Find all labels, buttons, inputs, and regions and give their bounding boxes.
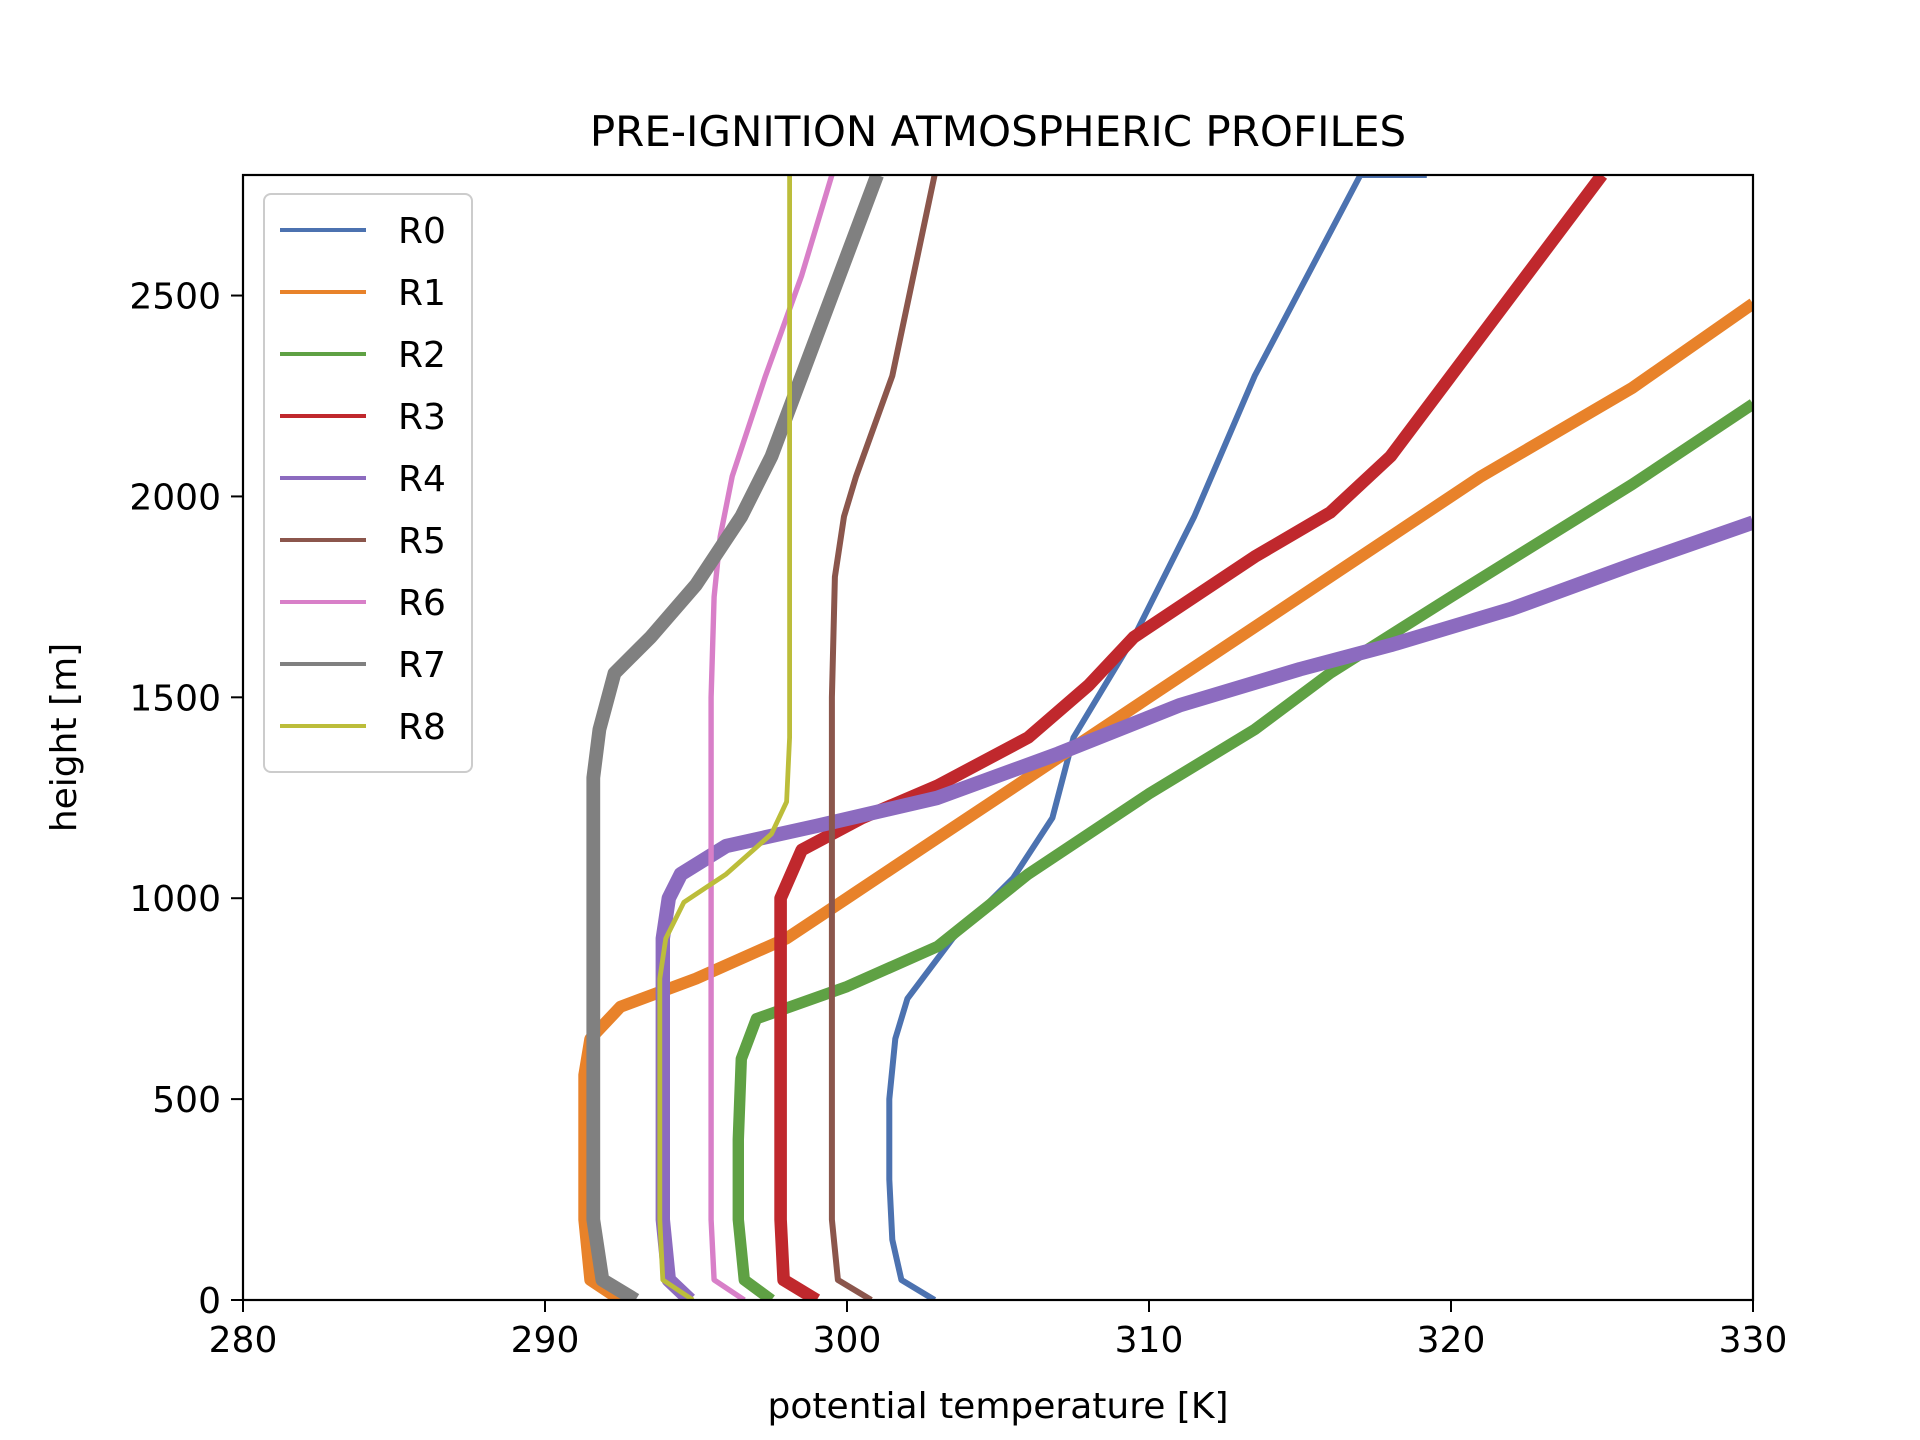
series-line-r4 [655,515,1753,1300]
y-tick-label: 500 [152,1080,221,1121]
series-layer [578,175,1753,1300]
y-tick-label: 0 [198,1281,221,1322]
legend-label-r0: R0 [398,211,446,252]
x-tick-label: 300 [813,1320,882,1361]
y-tick-label: 2000 [129,477,221,518]
plot-frame [241,173,1755,1302]
x-tick-label: 320 [1417,1320,1486,1361]
legend-label-r4: R4 [398,459,446,500]
series-line-r6 [708,175,835,1300]
series-line-r8 [657,175,792,1300]
legend: R0 R1 R2 R3 R4 R5 R6 R7 R8 [263,193,473,773]
x-tick-label: 330 [1719,1320,1788,1361]
legend-label-r1: R1 [398,273,446,314]
x-axis: 280 290 300 310 320 330 [209,1300,1788,1361]
series-line-r2 [732,399,1753,1300]
x-axis-label: potential temperature [K] [767,1386,1228,1427]
legend-label-r8: R8 [398,707,446,748]
x-tick-label: 290 [511,1320,580,1361]
x-tick-label: 310 [1115,1320,1184,1361]
y-tick-label: 1500 [129,678,221,719]
chart-title: PRE-IGNITION ATMOSPHERIC PROFILES [590,107,1406,156]
y-tick-label: 1000 [129,879,221,920]
x-tick-label: 280 [209,1320,278,1361]
y-axis-label: height [m] [44,643,85,832]
y-axis: 0 500 1000 1500 2000 2500 [129,277,243,1322]
series-line-r3 [774,175,1608,1300]
legend-label-r7: R7 [398,645,446,686]
legend-label-r2: R2 [398,335,446,376]
legend-label-r3: R3 [398,397,446,438]
legend-box [263,193,473,773]
y-tick-label: 2500 [129,277,221,318]
legend-label-r6: R6 [398,583,446,624]
legend-label-r5: R5 [398,521,446,562]
series-line-r5 [828,175,938,1300]
